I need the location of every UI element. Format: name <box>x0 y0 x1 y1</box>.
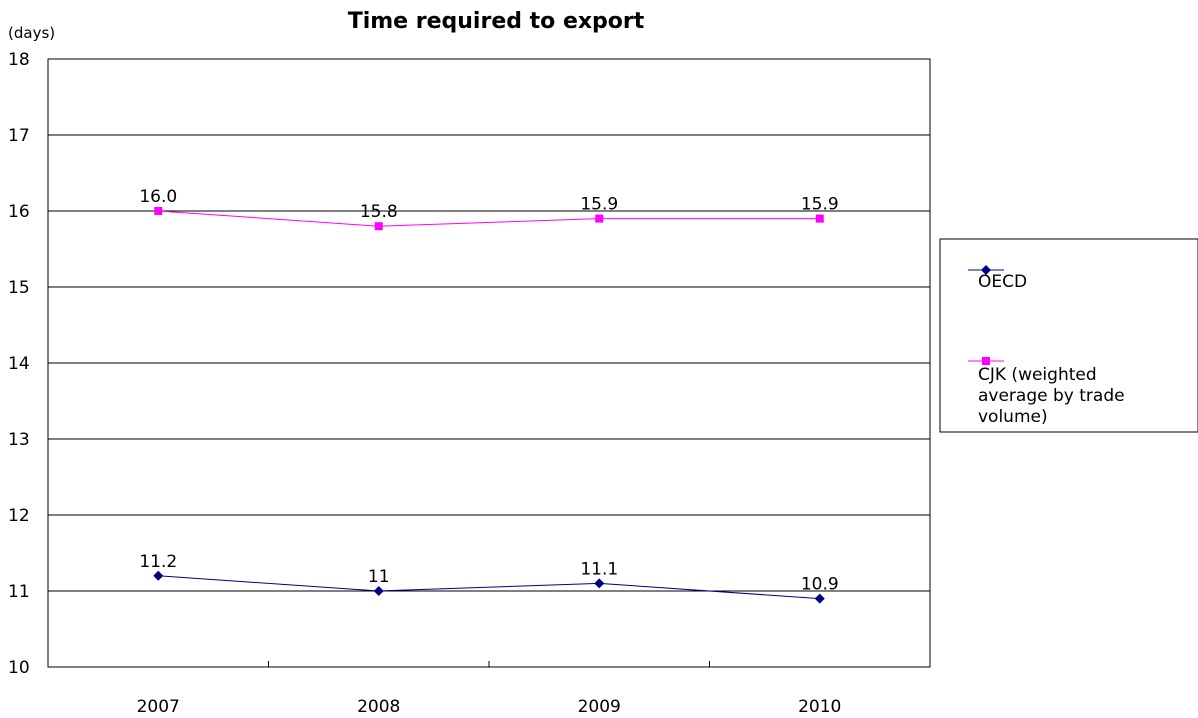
y-tick-label-16: 16 <box>8 202 30 222</box>
series-1-point-2008 <box>374 222 383 231</box>
series-1-point-2007 <box>154 207 163 215</box>
y-tick-label-17: 17 <box>8 126 30 146</box>
x-axis: 2007 2008 2009 2010 <box>137 661 841 717</box>
series-1-line <box>158 210 820 227</box>
series-1-data-label-2007: 16.0 <box>139 187 177 207</box>
y-axis: 10 11 12 13 14 15 16 17 18 <box>8 50 30 678</box>
series-0-data-label-2008: 11 <box>368 567 390 587</box>
series-0-point-2010 <box>814 593 825 604</box>
legend-label-cjk-line-2: average by trade <box>978 386 1125 406</box>
series-0-line <box>158 575 820 600</box>
legend-label-cjk-line-1: CJK (weighted <box>978 365 1097 385</box>
y-axis-unit-label: (days) <box>8 24 55 42</box>
chart-title: Time required to export <box>348 9 645 34</box>
y-tick-label-14: 14 <box>8 354 30 374</box>
y-tick-label-13: 13 <box>8 430 30 450</box>
series-1: 16.0 15.8 15.9 15.9 <box>139 187 839 231</box>
legend-label-oecd: OECD <box>978 272 1027 292</box>
x-tick-label-2007: 2007 <box>137 697 180 717</box>
series-1-data-label-2009: 15.9 <box>580 195 618 215</box>
legend: OECD CJK (weighted average by trade volu… <box>939 238 1198 433</box>
series-1-data-label-2008: 15.8 <box>360 202 398 222</box>
legend-label-cjk-line-3: volume) <box>978 407 1048 427</box>
y-tick-label-11: 11 <box>8 582 30 602</box>
series-0-point-2009 <box>594 578 605 589</box>
series-0: 11.2 11 11.1 10.9 <box>139 552 839 604</box>
gridlines <box>48 134 930 592</box>
y-tick-label-18: 18 <box>8 50 30 70</box>
y-tick-label-15: 15 <box>8 278 30 298</box>
series-0-point-2007 <box>153 570 164 581</box>
series: 11.2 11 11.1 10.9 16.0 15.8 15.9 15.9 <box>139 187 839 604</box>
x-tick-label-2008: 2008 <box>357 697 400 717</box>
series-0-point-2008 <box>373 586 384 596</box>
x-tick-label-2010: 2010 <box>798 697 841 717</box>
y-tick-label-10: 10 <box>8 658 30 678</box>
series-1-point-2010 <box>815 214 824 223</box>
x-tick-label-2009: 2009 <box>578 697 621 717</box>
series-0-data-label-2009: 11.1 <box>580 559 618 579</box>
y-tick-label-12: 12 <box>8 506 30 526</box>
legend-marker-oecd <box>981 265 991 275</box>
series-0-data-label-2010: 10.9 <box>801 575 839 595</box>
series-1-point-2009 <box>595 214 604 223</box>
series-1-data-label-2010: 15.9 <box>801 195 839 215</box>
series-0-data-label-2007: 11.2 <box>139 552 177 572</box>
legend-marker-cjk <box>982 357 990 365</box>
